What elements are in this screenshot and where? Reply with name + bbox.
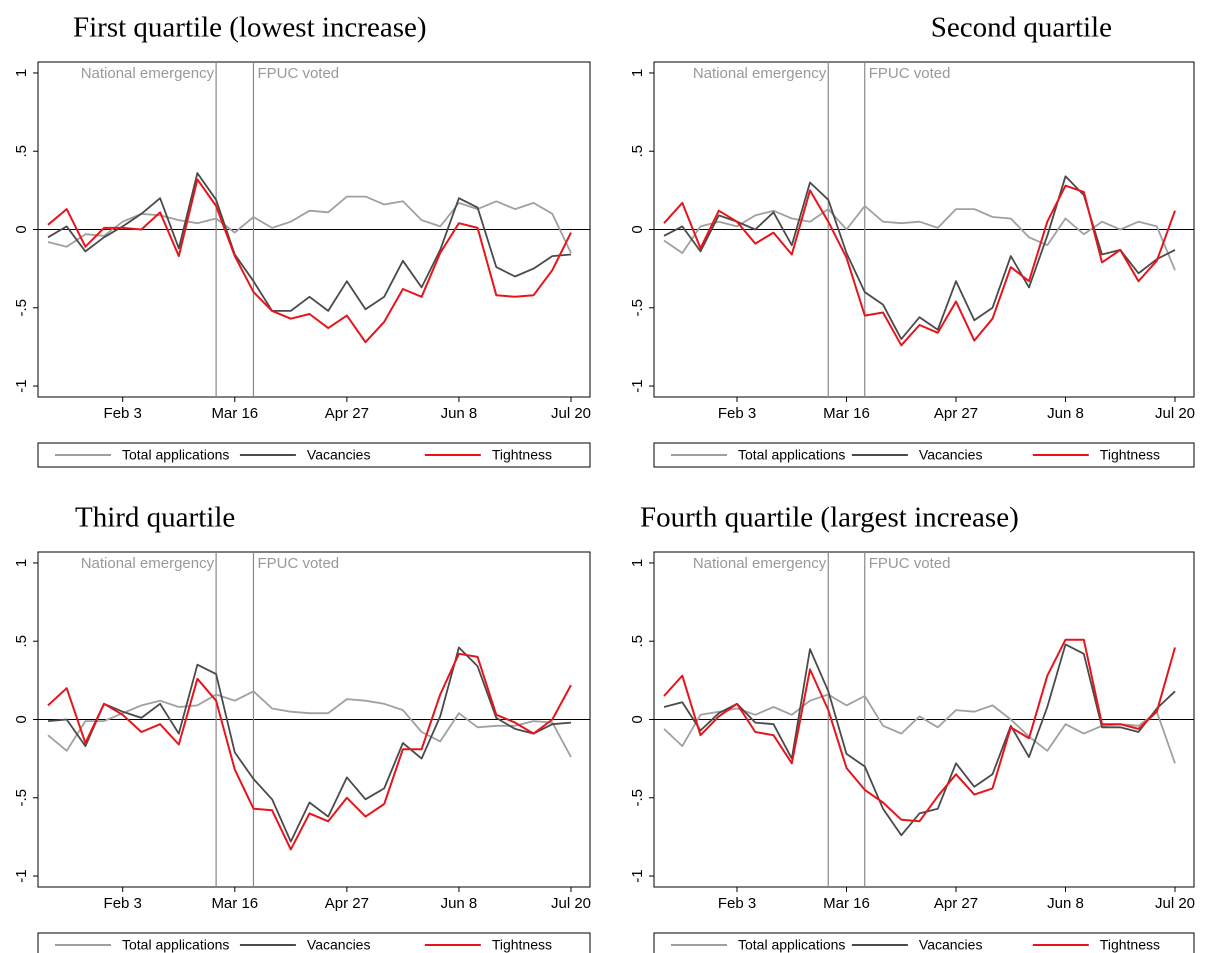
y-tick-label: 1 bbox=[629, 559, 646, 567]
panel: Third quartile -1 -.5 0 .5 1 Feb 3 Mar 16 Apr 27… bbox=[13, 502, 591, 953]
chart-title: Second quartile bbox=[931, 12, 1112, 44]
legend-label: Vacancies bbox=[919, 937, 983, 953]
y-tick-label: 1 bbox=[13, 559, 30, 567]
y-tick-label: 0 bbox=[13, 225, 30, 233]
x-tick-label: Jul 20 bbox=[1155, 895, 1195, 912]
legend-label: Vacancies bbox=[307, 447, 371, 463]
x-tick-label: Jun 8 bbox=[1047, 405, 1084, 422]
event-label: National emergency bbox=[693, 555, 827, 572]
y-tick-label: .5 bbox=[13, 635, 30, 648]
x-tick-label: Jul 20 bbox=[1155, 405, 1195, 422]
y-tick-label: -1 bbox=[13, 869, 30, 882]
y-tick-label: .5 bbox=[629, 145, 646, 158]
x-tick-label: Mar 16 bbox=[211, 405, 258, 422]
event-label: FPUC voted bbox=[257, 555, 339, 572]
x-tick-label: Apr 27 bbox=[934, 895, 978, 912]
legend-label: Tightness bbox=[1100, 447, 1160, 463]
chart-title: Fourth quartile (largest increase) bbox=[640, 502, 1019, 534]
x-tick-label: Jul 20 bbox=[551, 895, 591, 912]
y-tick-label: -.5 bbox=[629, 789, 646, 807]
series-line bbox=[663, 693, 1176, 764]
x-tick-label: Feb 3 bbox=[104, 895, 142, 912]
event-label: FPUC voted bbox=[869, 65, 951, 82]
legend-label: Total applications bbox=[122, 937, 229, 953]
legend-label: Tightness bbox=[1100, 937, 1160, 953]
legend-box bbox=[653, 442, 1195, 468]
legend-label: Vacancies bbox=[307, 937, 371, 953]
y-tick-label: -.5 bbox=[629, 299, 646, 317]
y-tick-label: 1 bbox=[629, 69, 646, 77]
event-label: National emergency bbox=[693, 65, 827, 82]
x-tick-label: Apr 27 bbox=[325, 405, 369, 422]
y-tick-label: 0 bbox=[629, 715, 646, 723]
legend-box bbox=[37, 932, 591, 953]
x-tick-label: Mar 16 bbox=[823, 895, 870, 912]
legend-label: Total applications bbox=[122, 447, 229, 463]
series-line bbox=[47, 195, 572, 254]
y-tick-label: -1 bbox=[629, 379, 646, 392]
y-tick-label: -1 bbox=[629, 869, 646, 882]
y-tick-label: 0 bbox=[13, 715, 30, 723]
series-line bbox=[47, 690, 572, 758]
x-tick-label: Apr 27 bbox=[325, 895, 369, 912]
panel: Second quartile -1 -.5 0 .5 1 Feb 3 Mar 16 Apr 2… bbox=[629, 12, 1195, 468]
legend-label: Tightness bbox=[492, 447, 552, 463]
series-line bbox=[47, 646, 572, 843]
event-label: National emergency bbox=[81, 555, 215, 572]
legend-label: Total applications bbox=[738, 937, 845, 953]
x-tick-label: Jun 8 bbox=[441, 895, 478, 912]
x-tick-label: Feb 3 bbox=[718, 895, 756, 912]
series-line bbox=[663, 643, 1176, 837]
series-line bbox=[47, 652, 572, 851]
legend-box bbox=[37, 442, 591, 468]
panel: Fourth quartile (largest increase) -1 -.5 0… bbox=[629, 502, 1195, 953]
series-line bbox=[47, 178, 572, 344]
panel: First quartile (lowest increase) -1 -.5 0 .5… bbox=[13, 12, 591, 468]
y-tick-label: -.5 bbox=[13, 299, 30, 317]
legend-label: Total applications bbox=[738, 447, 845, 463]
x-tick-label: Jun 8 bbox=[441, 405, 478, 422]
series-line bbox=[663, 638, 1176, 823]
x-tick-label: Mar 16 bbox=[823, 405, 870, 422]
event-label: FPUC voted bbox=[257, 65, 339, 82]
chart-title: Third quartile bbox=[75, 502, 235, 534]
legend-box bbox=[653, 932, 1195, 953]
y-tick-label: .5 bbox=[13, 145, 30, 158]
series-line bbox=[663, 184, 1176, 347]
chart-title: First quartile (lowest increase) bbox=[73, 12, 427, 44]
x-tick-label: Jun 8 bbox=[1047, 895, 1084, 912]
x-tick-label: Mar 16 bbox=[211, 895, 258, 912]
x-tick-label: Feb 3 bbox=[718, 405, 756, 422]
y-tick-label: -.5 bbox=[13, 789, 30, 807]
y-tick-label: .5 bbox=[629, 635, 646, 648]
series-line bbox=[663, 205, 1176, 271]
x-tick-label: Feb 3 bbox=[104, 405, 142, 422]
legend-label: Vacancies bbox=[919, 447, 983, 463]
event-label: FPUC voted bbox=[869, 555, 951, 572]
x-tick-label: Jul 20 bbox=[551, 405, 591, 422]
series-line bbox=[47, 172, 572, 312]
legend-label: Tightness bbox=[492, 937, 552, 953]
y-tick-label: -1 bbox=[13, 379, 30, 392]
y-tick-label: 1 bbox=[13, 69, 30, 77]
x-tick-label: Apr 27 bbox=[934, 405, 978, 422]
event-label: National emergency bbox=[81, 65, 215, 82]
series-line bbox=[663, 175, 1176, 340]
y-tick-label: 0 bbox=[629, 225, 646, 233]
